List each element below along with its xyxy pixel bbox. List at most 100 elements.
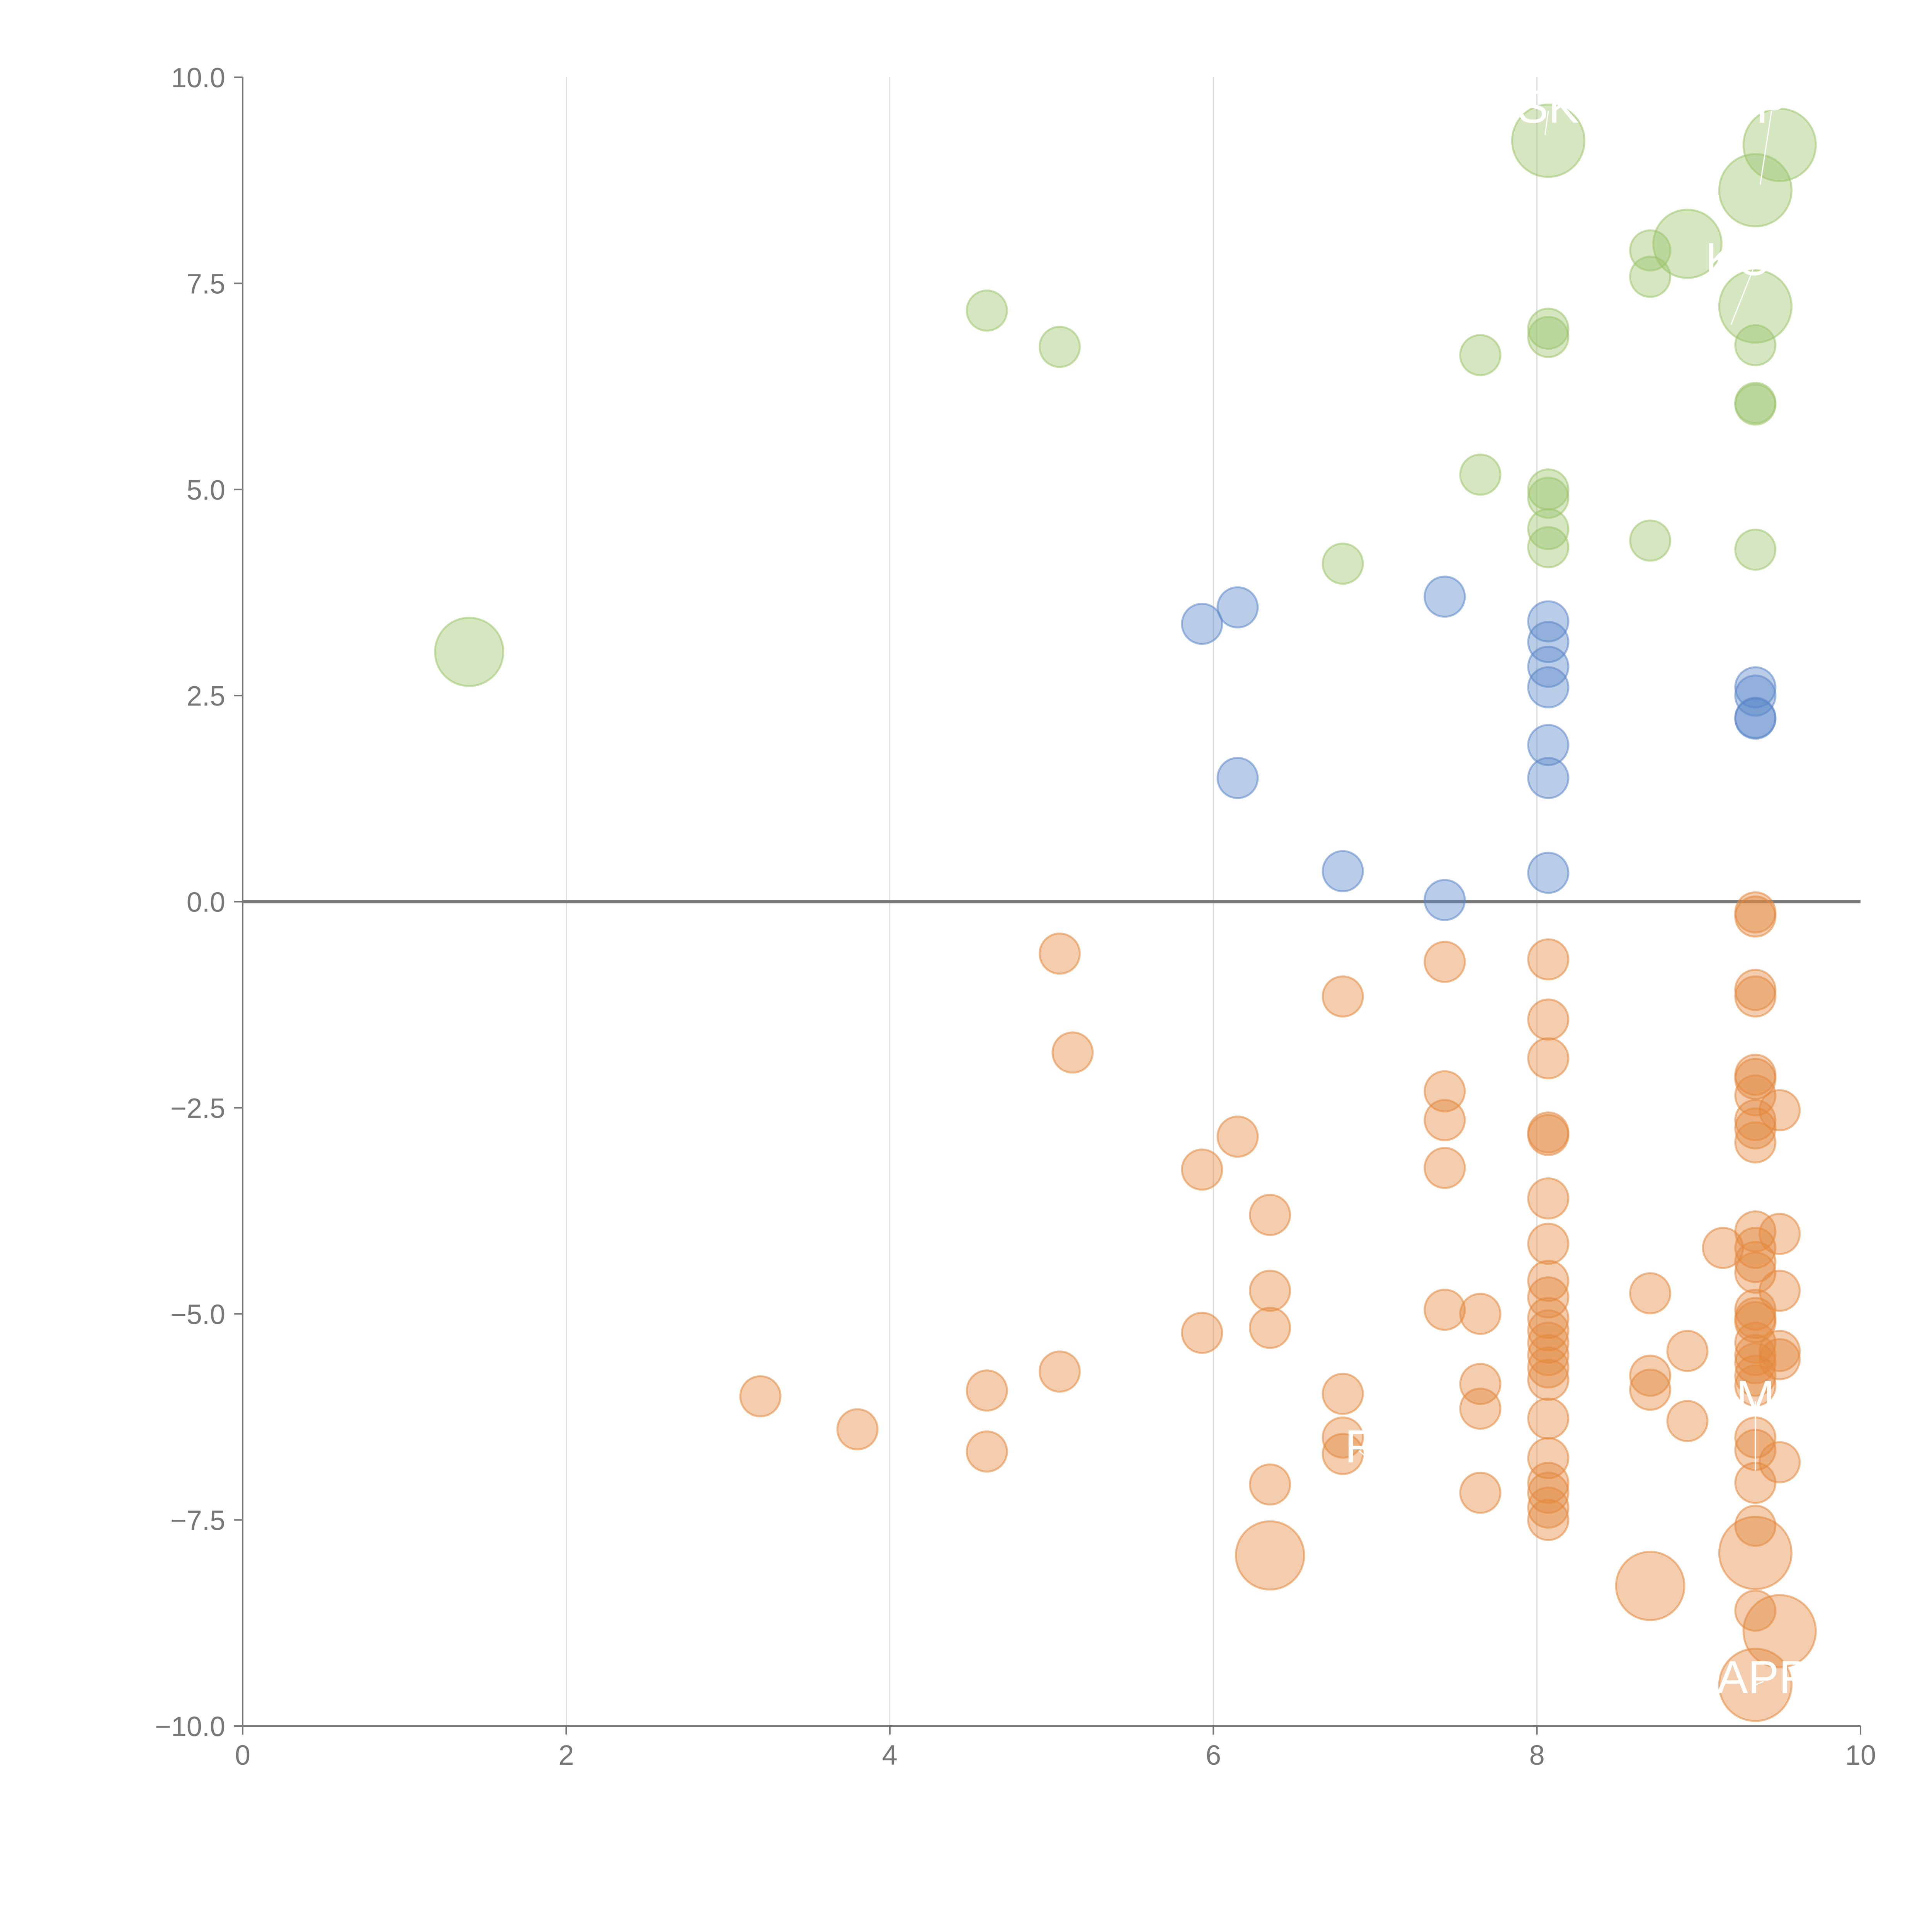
point-orange [1423,1070,1466,1112]
point-green [1742,107,1817,182]
point-orange [1527,1297,1570,1339]
point-green [1652,209,1723,279]
axes: 0 2 4 6 8 10 10.0 7.5 5.0 2.5 0.0 −2.5 −5.0 −7.5 −10.0 [155,63,1876,1771]
point-green [1321,543,1364,585]
point-blue [1734,697,1777,740]
point-orange [1181,1311,1223,1354]
y-tick-label: 7.5 [187,269,225,299]
point-orange [1734,1505,1777,1547]
point-orange [1527,1260,1570,1302]
point-blue [1527,852,1570,894]
point-orange [1734,1227,1777,1269]
y-tick-label: −2.5 [170,1093,225,1124]
point-orange [1527,938,1570,981]
x-tick-label: 4 [882,1740,898,1771]
point-green [966,289,1008,332]
y-tick-label: −5.0 [170,1299,225,1330]
point-green [1527,526,1570,568]
x-tick-label: 6 [1206,1740,1221,1771]
x-tick-label: 10 [1845,1740,1876,1771]
point-orange [1629,1369,1672,1411]
point-orange [1527,1037,1570,1080]
point-orange [1051,1031,1094,1074]
point-blue [1181,603,1223,645]
point-orange [1734,895,1777,938]
point-label: APP [1717,1651,1810,1703]
point-green [1629,255,1672,298]
point-orange [1759,1270,1801,1312]
point-blue [1423,575,1466,618]
point-orange [1759,1441,1801,1483]
point-orange [1249,1463,1291,1506]
point-orange [1527,1334,1570,1376]
point-orange [1216,1116,1259,1158]
point-orange [1527,1462,1570,1504]
point-orange [1527,1346,1570,1389]
point-label: SK [1517,81,1579,133]
point-orange [1249,1270,1291,1312]
point-orange [1734,1058,1777,1100]
point-orange [1666,1330,1709,1372]
point-orange [1527,1321,1570,1364]
point-blue [1527,666,1570,709]
point-orange [1527,1397,1570,1440]
y-tick-label: −7.5 [170,1505,225,1536]
point-blue [1527,621,1570,663]
y-tick-label: 10.0 [171,63,225,94]
point-green [1459,453,1502,496]
point-green [1527,508,1570,550]
point-orange [1459,1471,1502,1514]
point-orange [1666,1400,1709,1442]
point-orange [1459,1388,1502,1430]
point-orange [1423,1147,1466,1189]
y-tick-label: 0.0 [187,887,225,918]
point-blue [1216,586,1259,629]
label-leader-line [1759,111,1772,185]
data-points [434,104,1817,1722]
point-green [1459,334,1502,376]
point-label: F [1345,1420,1373,1472]
point-green [1038,326,1081,368]
point-orange [1734,1121,1777,1163]
point-blue [1734,674,1777,717]
point-orange [1734,1210,1777,1253]
label-leader-line [1359,1450,1392,1480]
point-orange [966,1430,1008,1473]
point-orange [1321,975,1364,1018]
point-orange [1759,1338,1801,1381]
point-orange [1629,1272,1672,1315]
label-leader-line [1730,263,1756,325]
point-orange [1759,1089,1801,1131]
point-orange [1038,1350,1081,1393]
point-orange [1423,940,1466,983]
point-orange [1742,1594,1817,1668]
point-label: P [1756,81,1787,133]
x-tick-label: 0 [235,1740,250,1771]
point-orange [1038,932,1081,975]
point-orange [1321,1416,1364,1459]
point-green [1734,383,1777,426]
point-orange [1423,1289,1466,1331]
point-green [434,617,505,687]
x-tick-label: 2 [558,1740,574,1771]
point-green [1527,476,1570,519]
point-green [1527,316,1570,358]
y-tick-label: 5.0 [187,475,225,506]
point-orange [1734,1252,1777,1294]
point-orange [1249,1194,1291,1236]
point-orange [1734,1107,1777,1150]
point-label: KOR [1705,233,1806,285]
x-tick-label: 8 [1529,1740,1545,1771]
point-green [1511,104,1586,178]
point-orange [1423,1099,1466,1141]
point-orange [1249,1307,1291,1349]
point-orange [1321,1372,1364,1415]
point-orange [1527,998,1570,1041]
point-blue [1321,850,1364,893]
point-orange [1459,1363,1502,1405]
point-orange [1527,1177,1570,1220]
point-blue [1527,757,1570,799]
point-green [1734,528,1777,571]
point-orange [1527,1359,1570,1401]
